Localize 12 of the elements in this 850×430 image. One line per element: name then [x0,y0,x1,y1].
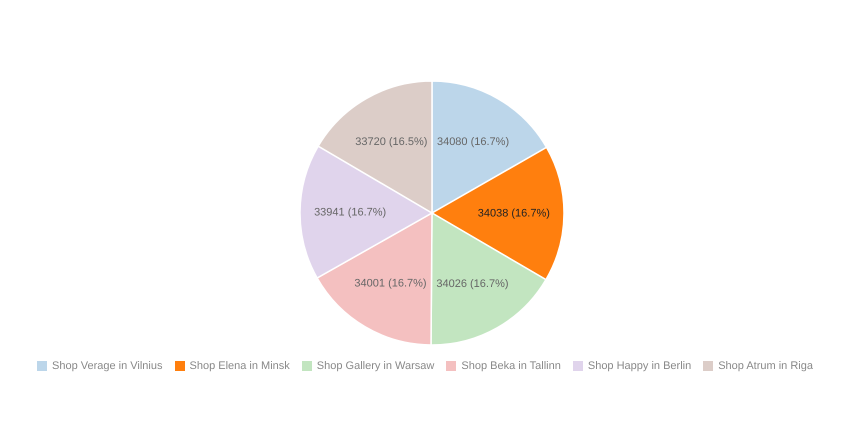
data-label: 33941 (16.7%) [314,206,386,218]
legend-label: Shop Verage in Vilnius [51,360,162,372]
legend-label: Shop Happy in Berlin [586,360,692,372]
data-label: 34080 (16.7%) [436,136,510,148]
legend-label: Shop Gallery in Warsaw [316,360,434,372]
data-label: 34001 (16.7%) [354,278,427,290]
legend-label: Shop Atrum in Riga [717,360,813,372]
data-label: 34026 (16.7%) [436,278,509,290]
legend-label: Shop Elena in Minsk [188,360,290,372]
legend-label: Shop Beka in Tallinn [460,360,561,372]
data-label: 33720 (16.5%) [355,136,428,148]
data-label: 34038 (16.7%) [478,207,550,220]
